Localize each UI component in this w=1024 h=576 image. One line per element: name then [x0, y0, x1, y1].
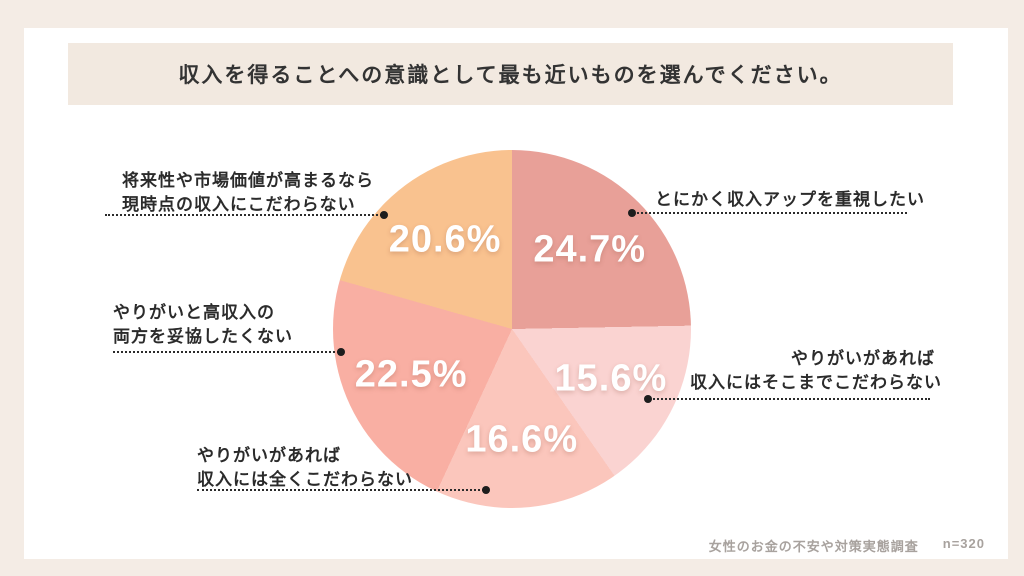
slice-percent-label: 16.6%	[465, 418, 579, 461]
callout-not-at-all: やりがいがあれば 収入には全くこだわらない	[197, 444, 413, 492]
leader-dot-icon	[337, 348, 345, 356]
slice-percent-label: 24.7%	[533, 228, 647, 271]
slice-percent-label: 22.5%	[354, 353, 468, 396]
callout-somewhat-line2: 収入にはそこまでこだわらない	[690, 372, 942, 392]
callout-somewhat-line1: やりがいがあれば	[791, 349, 935, 368]
slice-percent-label: 15.6%	[554, 357, 668, 400]
callout-somewhat: やりがいがあれば 収入にはそこまでこだわらない	[690, 347, 942, 395]
callout-not-at-all-line1: やりがいがあれば	[197, 446, 341, 465]
leader-line-not-at-all	[197, 486, 490, 494]
footer: 女性のお金の不安や対策実態調査 n=320	[0, 536, 985, 555]
callout-future-value-line2: 現時点の収入にこだわらない	[122, 194, 356, 214]
leader-line-somewhat	[644, 395, 930, 403]
leader-dot-icon	[628, 209, 636, 217]
title-band: 収入を得ることへの意識として最も近いものを選んでください。	[68, 43, 953, 105]
leader-line-future-value	[105, 211, 388, 219]
leader-line-no-compromise	[113, 348, 345, 356]
leader-dot-icon	[380, 211, 388, 219]
slice-percent-label: 20.6%	[388, 218, 502, 261]
callout-no-compromise-line1: やりがいと高収入の	[113, 303, 275, 322]
page-title: 収入を得ることへの意識として最も近いものを選んでください。	[178, 64, 843, 87]
leader-dot-icon	[644, 395, 652, 403]
leader-line-income-up	[628, 209, 907, 217]
callout-future-value-line1: 将来性や市場価値が高まるなら	[122, 171, 374, 190]
callout-no-compromise-line2: 両方を妥協したくない	[113, 326, 293, 346]
callout-no-compromise: やりがいと高収入の 両方を妥協したくない	[113, 301, 293, 349]
leader-dot-icon	[482, 486, 490, 494]
callout-not-at-all-line2: 収入には全くこだわらない	[197, 469, 413, 489]
survey-source: 女性のお金の不安や対策実態調査	[708, 539, 919, 554]
callout-future-value: 将来性や市場価値が高まるなら 現時点の収入にこだわらない	[122, 169, 374, 217]
sample-size: n=320	[942, 536, 985, 551]
callout-income-up: とにかく収入アップを重視したい	[655, 188, 925, 212]
callout-income-up-line1: とにかく収入アップを重視したい	[655, 190, 925, 209]
